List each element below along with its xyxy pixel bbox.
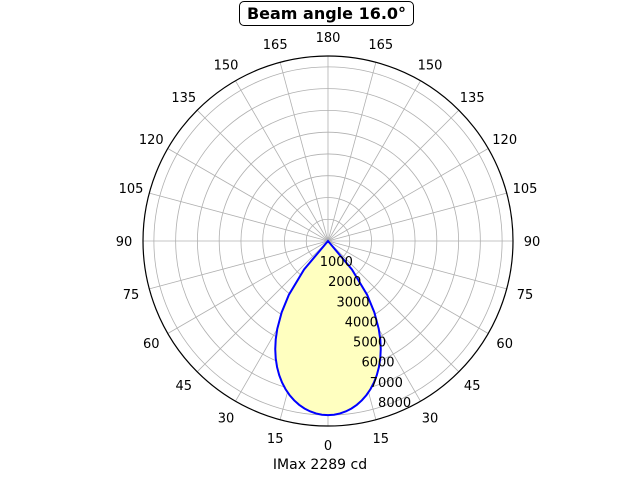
angular-grid-line: [196, 109, 329, 242]
angular-grid-line: [327, 240, 489, 334]
angular-grid-line: [327, 62, 377, 242]
beam-curve: [274, 239, 382, 417]
angular-grid-line: [327, 240, 507, 290]
angular-grid-line: [327, 80, 421, 242]
angle-tick-label: 165: [263, 38, 288, 53]
angle-tick-label: 150: [214, 58, 239, 73]
radial-tick-label: 8000: [378, 396, 411, 411]
radial-tick-label: 4000: [345, 315, 378, 330]
angle-tick-label: 90: [524, 235, 541, 250]
angle-tick-label: 105: [119, 182, 144, 197]
angle-tick-label: 75: [517, 288, 534, 303]
chart-title: Beam angle 16.0°: [239, 1, 414, 26]
angle-tick-label: 105: [513, 182, 538, 197]
angle-tick-label: 45: [464, 379, 481, 394]
angle-tick-label: 120: [492, 133, 517, 148]
angle-tick-label: 45: [176, 379, 193, 394]
angle-tick-label: 165: [368, 38, 393, 53]
angle-tick-label: 30: [422, 412, 439, 427]
angle-tick-label: 135: [460, 91, 485, 106]
angular-grid-line: [149, 240, 329, 290]
angle-tick-label: 30: [218, 412, 235, 427]
angle-tick-label: 150: [418, 58, 443, 73]
beam-fill-area: [275, 241, 381, 416]
angular-grid-line: [196, 240, 329, 373]
radial-tick-label: 1000: [320, 255, 353, 270]
angular-grid-line: [327, 192, 507, 242]
polar-frame: [142, 55, 514, 427]
angle-tick-label: 120: [139, 133, 164, 148]
angle-tick-label: 75: [123, 288, 140, 303]
angle-tick-label: 60: [143, 337, 160, 352]
angle-tick-label: 0: [324, 439, 332, 454]
radial-tick-labels: 1000 2000 3000 4000 5000 6000 7000 8000: [320, 255, 411, 411]
angular-grid-line: [327, 148, 489, 242]
angle-tick-label: 90: [116, 235, 133, 250]
radial-tick-label: 6000: [361, 356, 394, 371]
beam-fill: [275, 241, 381, 416]
angle-tick-label: 60: [496, 337, 513, 352]
angular-grid-line: [327, 109, 460, 242]
angle-tick-label: 15: [373, 432, 390, 447]
angular-grid-line: [327, 240, 460, 373]
angle-tick-label: 15: [267, 432, 284, 447]
x-axis-label: IMax 2289 cd: [272, 457, 368, 473]
radial-tick-label: 7000: [370, 376, 403, 391]
angular-grid-line: [167, 148, 329, 242]
angular-grid-line: [235, 80, 329, 242]
radial-tick-label: 5000: [353, 336, 386, 351]
angular-grid-line: [149, 192, 329, 242]
radial-tick-label: 2000: [328, 275, 361, 290]
radial-tick-label: 3000: [336, 295, 369, 310]
beam-intensity-line: [274, 239, 382, 417]
outer-circle: [142, 55, 514, 427]
angular-grid-line: [167, 240, 329, 334]
angle-tick-label: 180: [316, 31, 341, 46]
angle-tick-labels: 0 15 30 45 60 75 90 105 120 135 150 165 180 165 150 135…: [116, 31, 541, 454]
angular-grid-line: [279, 62, 329, 242]
angle-tick-label: 135: [171, 91, 196, 106]
